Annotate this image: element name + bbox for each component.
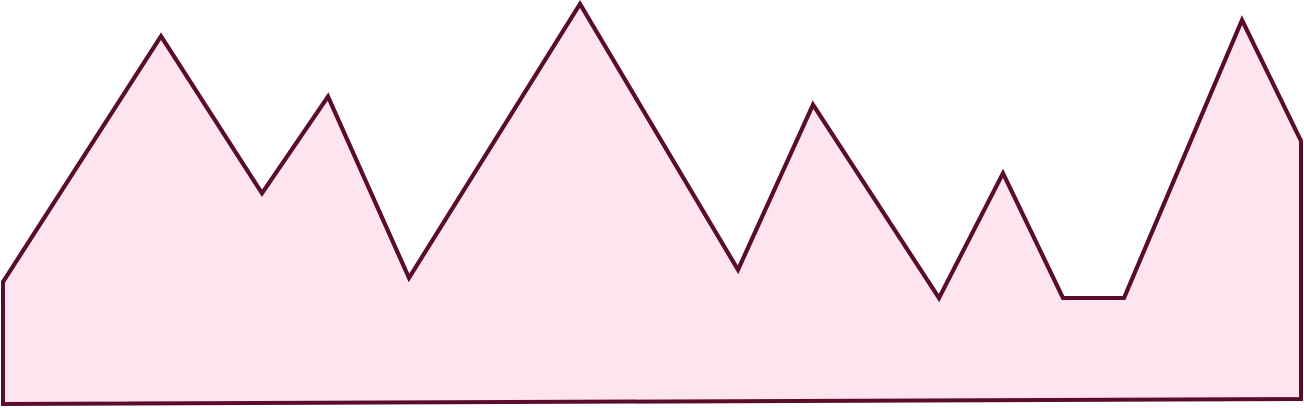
area-line bbox=[1, 0, 1303, 302]
